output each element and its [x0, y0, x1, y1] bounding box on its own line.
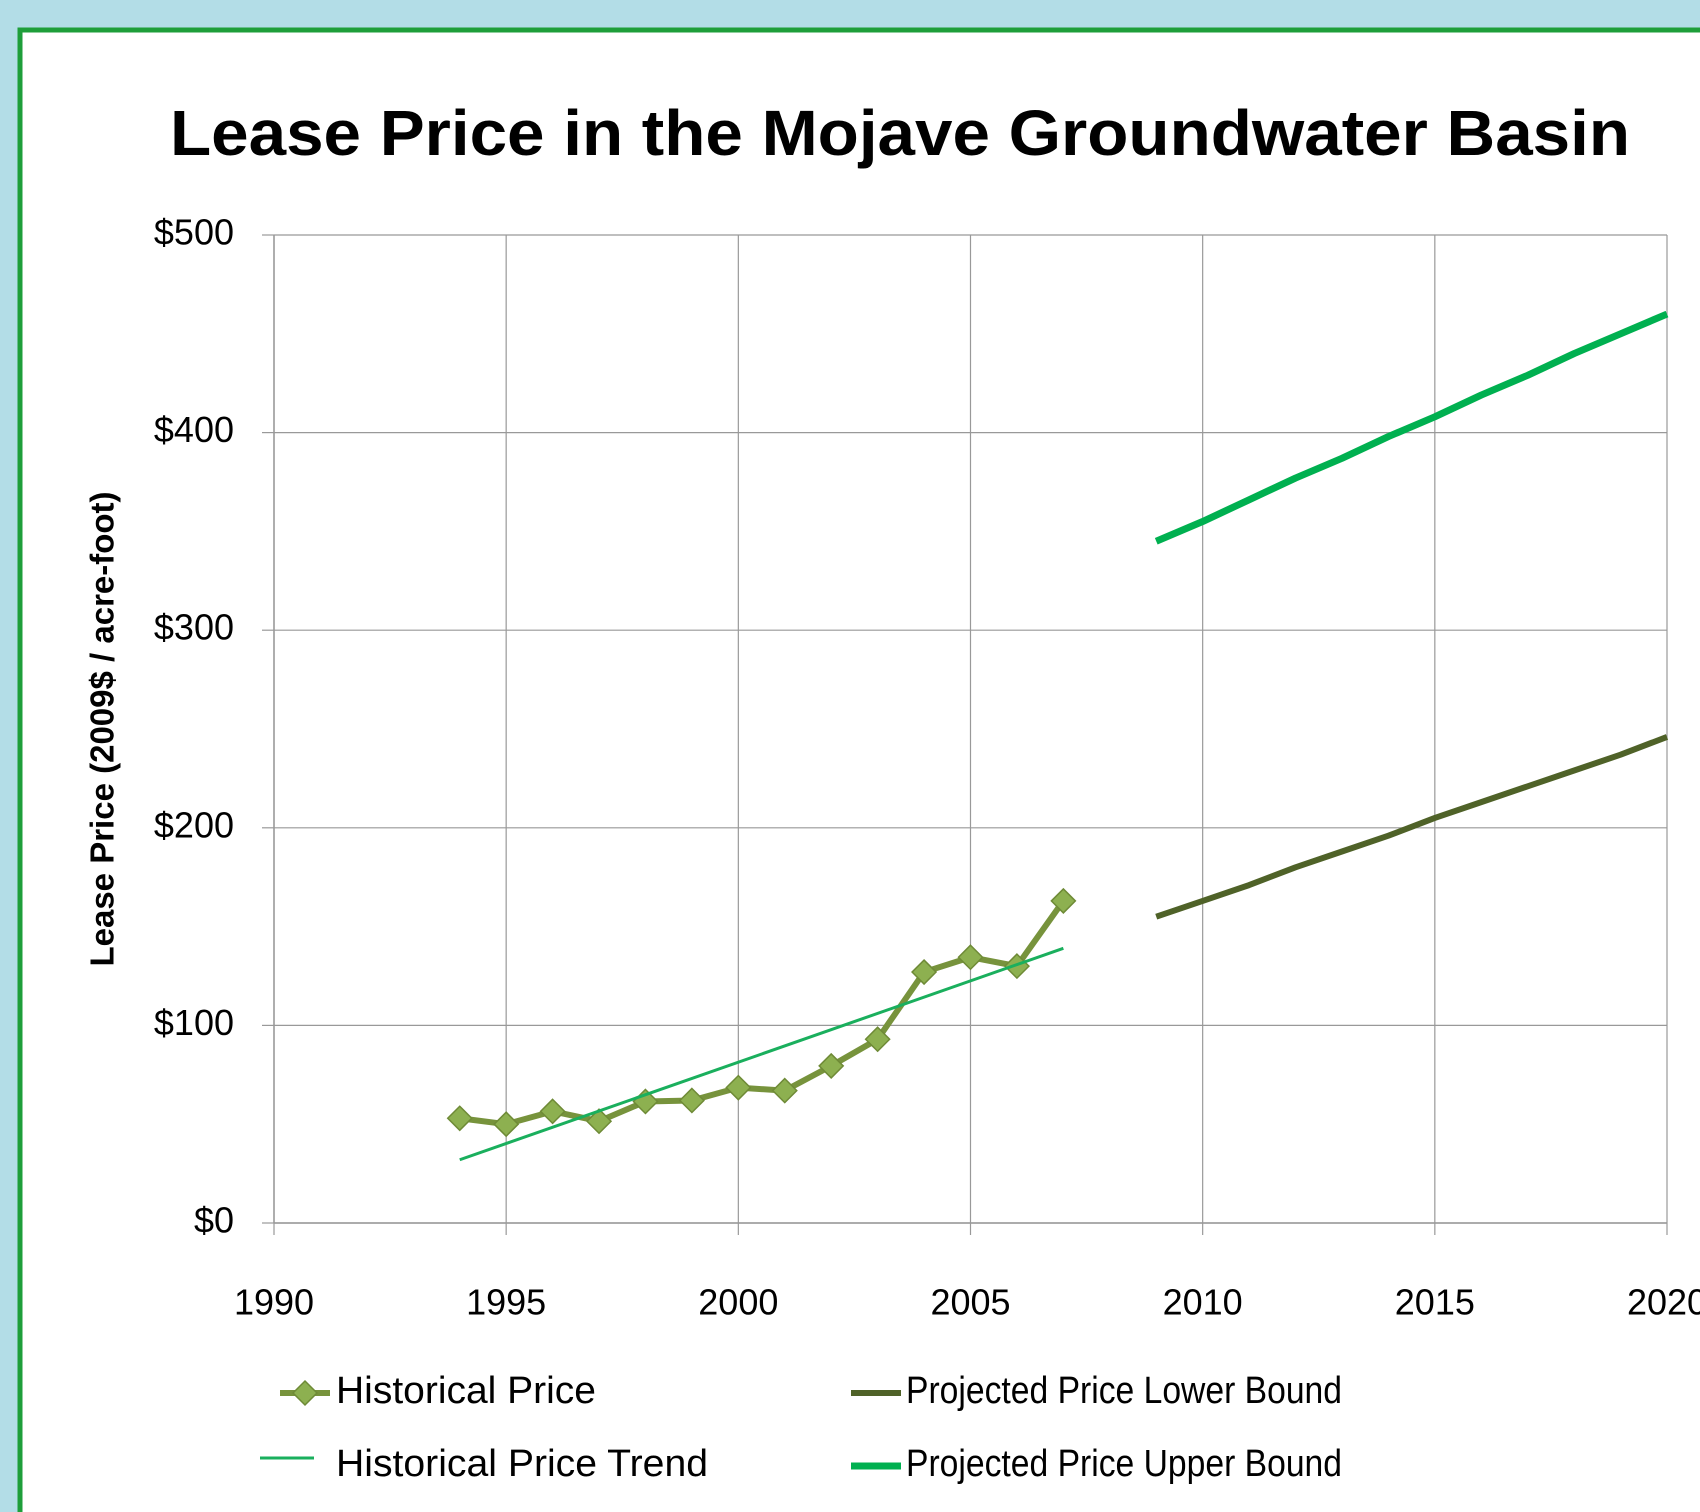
marker [678, 1087, 705, 1114]
y-tick-label: $400 [154, 409, 234, 450]
marker [911, 958, 938, 986]
x-tick-label: 1990 [234, 1282, 314, 1323]
marker [446, 1105, 473, 1132]
y-tick-label: $0 [194, 1200, 234, 1241]
legend-marker [291, 1379, 319, 1407]
marker [539, 1098, 566, 1125]
chart-title: Lease Price in the Mojave Groundwater Ba… [170, 97, 1630, 169]
x-tick-label: 2015 [1395, 1282, 1475, 1323]
legend-label: Historical Price [336, 1370, 596, 1412]
marker [493, 1111, 520, 1138]
legend-label: Projected Price Lower Bound [906, 1370, 1342, 1412]
x-tick-label: 2005 [930, 1282, 1010, 1323]
marker [725, 1074, 752, 1101]
y-tick-label: $100 [154, 1002, 234, 1043]
x-tick-label: 2020 [1627, 1282, 1700, 1323]
legend-label: Historical Price Trend [336, 1443, 708, 1485]
x-tick-label: 1995 [466, 1282, 546, 1323]
panel [17, 27, 1700, 1512]
series-line [1154, 310, 1669, 545]
y-tick-label: $300 [154, 607, 234, 648]
legend-label: Projected Price Upper Bound [906, 1443, 1342, 1485]
series-line [459, 946, 1064, 1162]
series-line [1155, 734, 1669, 920]
marker [957, 944, 984, 971]
y-tick-label: $200 [154, 804, 234, 845]
marker [818, 1052, 845, 1079]
marker [585, 1108, 613, 1135]
marker [771, 1077, 798, 1104]
x-tick-label: 2010 [1163, 1282, 1243, 1323]
y-tick-label: $500 [154, 212, 234, 253]
x-tick-label: 2000 [698, 1282, 778, 1323]
y-axis-label: Lease Price (2009$ / acre-foot) [84, 491, 121, 966]
marker [864, 1026, 891, 1053]
marker [1050, 887, 1077, 914]
